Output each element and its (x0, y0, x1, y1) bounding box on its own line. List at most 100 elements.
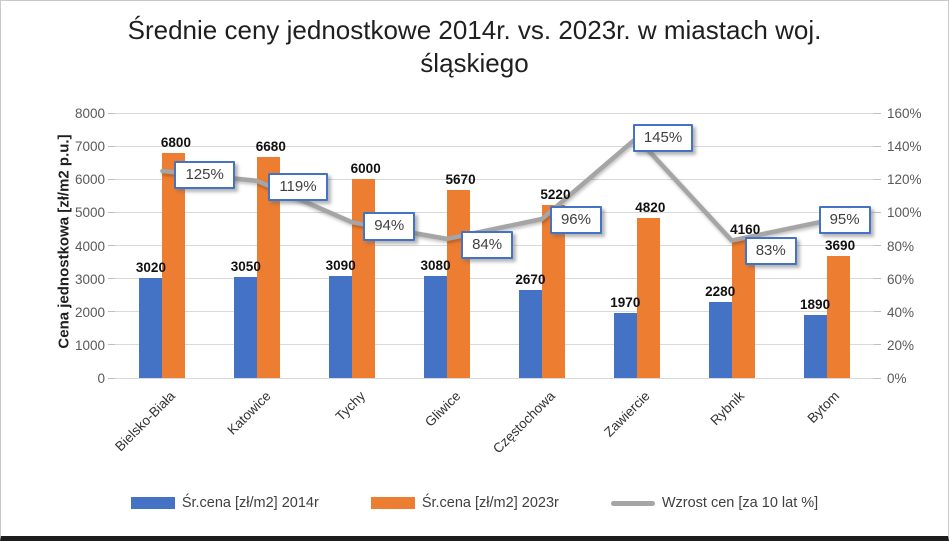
x-axis-label-Katowice: Katowice (223, 388, 274, 438)
bar-2014-Rybnik (708, 302, 732, 378)
chart-title: Średnie ceny jednostkowe 2014r. vs. 2023… (1, 14, 948, 80)
right-axis-tick-label: 60% (887, 271, 915, 287)
left-tick-mark (108, 278, 115, 280)
left-tick-mark (108, 344, 115, 346)
left-tick-mark (108, 178, 115, 180)
gridline (115, 145, 874, 147)
bar-value-label-2014: 3020 (135, 259, 166, 275)
right-tick-mark (874, 311, 881, 313)
legend: Śr.cena [zł/m2] 2014r Śr.cena [zł/m2] 202… (1, 495, 948, 511)
growth-label-Bytom: 95% (818, 205, 871, 234)
x-axis-label-Bielsko-Biała: Bielsko-Biała (112, 388, 179, 455)
left-tick-mark (108, 311, 115, 313)
right-tick-mark (874, 344, 881, 346)
left-axis-tick-label: 6000 (74, 172, 105, 188)
bar-value-label-2023: 3690 (825, 237, 856, 253)
bar-value-label-2014: 3090 (325, 257, 356, 273)
bar-2014-Tychy (329, 275, 353, 378)
growth-label-Tychy: 94% (363, 212, 416, 241)
right-tick-mark (874, 377, 881, 379)
chart-title-line2: śląskiego (420, 48, 529, 79)
bar-value-label-2023: 4160 (730, 222, 761, 238)
bar-value-label-2014: 3050 (230, 258, 261, 274)
right-tick-mark (874, 278, 881, 280)
bar-value-label-2014: 3080 (420, 257, 451, 273)
x-axis-label-Rybnik: Rybnik (707, 388, 748, 429)
right-axis-tick-label: 0% (887, 371, 907, 386)
gridline (115, 112, 874, 114)
bar-2014-Bielsko-Biała (139, 277, 163, 378)
x-axis-label-Bytom: Bytom (804, 388, 843, 426)
bar-value-label-2023: 6680 (255, 138, 286, 154)
x-axis-label-Częstochowa: Częstochowa (489, 388, 558, 457)
right-axis-tick-label: 120% (887, 172, 922, 188)
bar-value-label-2023: 6000 (350, 161, 381, 177)
legend-item-1: Śr.cena [zł/m2] 2014r (130, 495, 319, 511)
left-axis-tick-label: 2000 (74, 304, 105, 320)
bar-2014-Zawiercie (613, 312, 637, 378)
bar-2014-Bytom (803, 315, 827, 378)
x-axis-label-Gliwice: Gliwice (421, 388, 463, 430)
growth-label-Bielsko-Biała: 125% (174, 160, 235, 190)
right-tick-mark (874, 112, 881, 114)
growth-label-Gliwice: 84% (461, 230, 514, 260)
left-tick-mark (108, 245, 115, 246)
legend-item-2: Śr.cena [zł/m2] 2023r (370, 495, 559, 511)
gridline (115, 311, 874, 313)
right-axis-tick-label: 20% (887, 337, 915, 353)
left-tick-mark (108, 112, 115, 114)
bar-2023-Gliwice (447, 190, 471, 378)
bar-value-label-2023: 5220 (540, 187, 571, 203)
left-tick-mark (108, 145, 115, 147)
gridline (115, 211, 874, 213)
legend-bar-swatch (370, 497, 415, 509)
right-axis-tick-label: 140% (887, 139, 922, 155)
left-axis-tick-label: 7000 (74, 139, 105, 155)
bar-2023-Częstochowa (541, 205, 565, 378)
bar-value-label-2014: 1890 (800, 297, 831, 313)
chart-title-line1: Średnie ceny jednostkowe 2014r. vs. 2023… (127, 15, 822, 45)
bar-value-label-2023: 4820 (635, 200, 666, 216)
bar-2023-Rybnik (731, 240, 755, 378)
bar-value-label-2014: 2280 (705, 284, 736, 300)
right-tick-mark (874, 178, 881, 180)
gridline (115, 278, 874, 280)
right-axis-tick-label: 40% (887, 304, 915, 320)
bar-value-label-2014: 2670 (515, 271, 546, 287)
left-axis-tick-label: 1000 (74, 337, 105, 353)
growth-label-Katowice: 119% (268, 172, 328, 202)
legend-item-3: Wzrost cen [za 10 lat %] (610, 495, 819, 511)
left-axis-tick-label: 3000 (74, 271, 105, 287)
bar-value-label-2014: 1970 (610, 294, 641, 310)
right-tick-mark (874, 245, 881, 246)
right-axis-tick-label: 80% (887, 238, 915, 254)
bar-2023-Zawiercie (636, 218, 660, 378)
legend-label-3: Wzrost cen [za 10 lat %] (661, 495, 819, 511)
bar-2014-Katowice (234, 276, 258, 378)
right-axis-tick-label: 160% (887, 106, 922, 121)
right-axis-tick-label: 100% (887, 205, 922, 221)
left-axis-tick-label: 8000 (74, 106, 105, 121)
gridline (115, 344, 874, 346)
bar-2014-Częstochowa (518, 289, 542, 378)
bar-2014-Gliwice (424, 275, 448, 378)
bar-2023-Tychy (352, 179, 376, 378)
left-tick-mark (108, 211, 115, 213)
growth-label-Zawiercie: 145% (632, 123, 694, 153)
legend-line-swatch (610, 500, 655, 506)
right-tick-mark (874, 211, 881, 213)
x-axis-label-Zawiercie: Zawiercie (601, 388, 653, 440)
growth-label-Rybnik: 83% (744, 236, 797, 265)
gridline (115, 377, 874, 379)
legend-label-2: Śr.cena [zł/m2] 2023r (421, 495, 559, 511)
legend-bar-swatch (130, 497, 175, 509)
left-tick-mark (108, 377, 115, 379)
bar-value-label-2023: 6800 (160, 134, 191, 150)
x-axis-label-Tychy: Tychy (332, 388, 369, 424)
left-axis-tick-label: 5000 (74, 205, 105, 221)
left-axis-tick-label: 0 (97, 371, 105, 386)
growth-label-Częstochowa: 96% (549, 206, 602, 235)
bar-2023-Bytom (826, 255, 850, 378)
right-tick-mark (874, 145, 881, 147)
